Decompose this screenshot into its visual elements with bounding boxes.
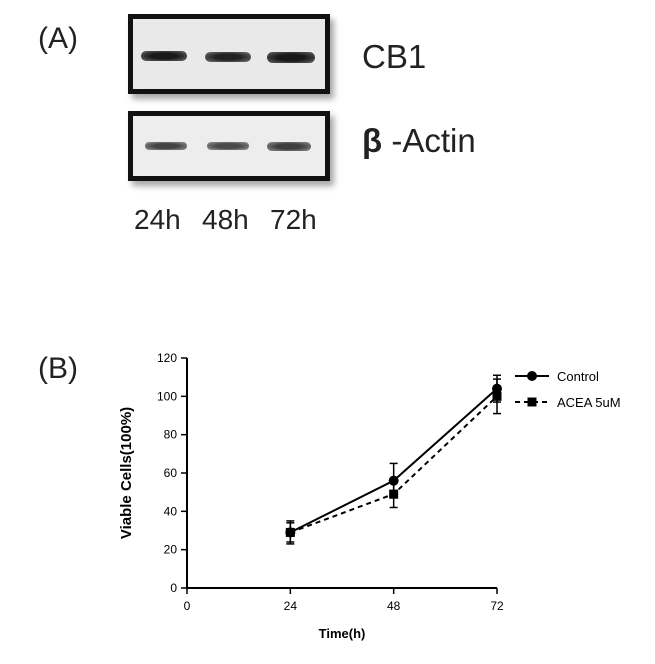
actin-text: -Actin: [391, 122, 476, 159]
lane-label-72h: 72h: [270, 204, 317, 235]
cb1-band-24h: [141, 51, 187, 61]
series-line-0: [289, 387, 498, 534]
data-point-square: [492, 391, 502, 401]
x-axis-label: Time(h): [319, 626, 366, 641]
legend-label-1: ACEA 5uM: [557, 395, 621, 410]
y-tick-label: 120: [157, 351, 177, 365]
cb1-band-48h: [205, 52, 251, 62]
actin-band-24h: [145, 142, 187, 150]
y-axis-label: Viable Cells(100%): [118, 407, 135, 539]
lane-label-48h: 48h: [202, 204, 249, 235]
data-point-square: [285, 527, 295, 537]
panel-a-label: (A): [38, 22, 78, 55]
legend-label-0: Control: [557, 369, 599, 384]
panel-b-label: (B): [38, 352, 78, 385]
y-tick-label: 0: [170, 581, 177, 595]
cb1-label: CB1: [362, 38, 427, 75]
y-tick-label: 20: [164, 543, 178, 557]
beta-symbol: β: [362, 122, 383, 159]
viability-chart: 0 20 40 60 80 100 120 0 24 48 72 Time(h) Viable Cell…: [118, 351, 621, 641]
x-tick-label: 72: [490, 599, 504, 613]
actin-band-72h: [267, 142, 311, 151]
y-tick-label: 60: [164, 466, 178, 480]
x-tick-label: 24: [284, 599, 298, 613]
actin-label: β -Actin: [362, 122, 476, 160]
y-tick-label: 80: [164, 428, 178, 442]
x-tick-label: 0: [184, 599, 191, 613]
cb1-blot: [128, 14, 330, 94]
data-point-square: [389, 489, 399, 499]
y-tick-label: 40: [164, 504, 178, 518]
x-tick-label: 48: [387, 599, 401, 613]
y-tick-label: 100: [157, 389, 177, 403]
legend-marker-square: [527, 397, 537, 407]
cb1-band-72h: [267, 52, 315, 63]
actin-band-48h: [207, 142, 249, 150]
actin-blot: [128, 111, 330, 181]
legend-marker-circle: [527, 371, 537, 381]
lane-label-24h: 24h: [134, 204, 181, 235]
